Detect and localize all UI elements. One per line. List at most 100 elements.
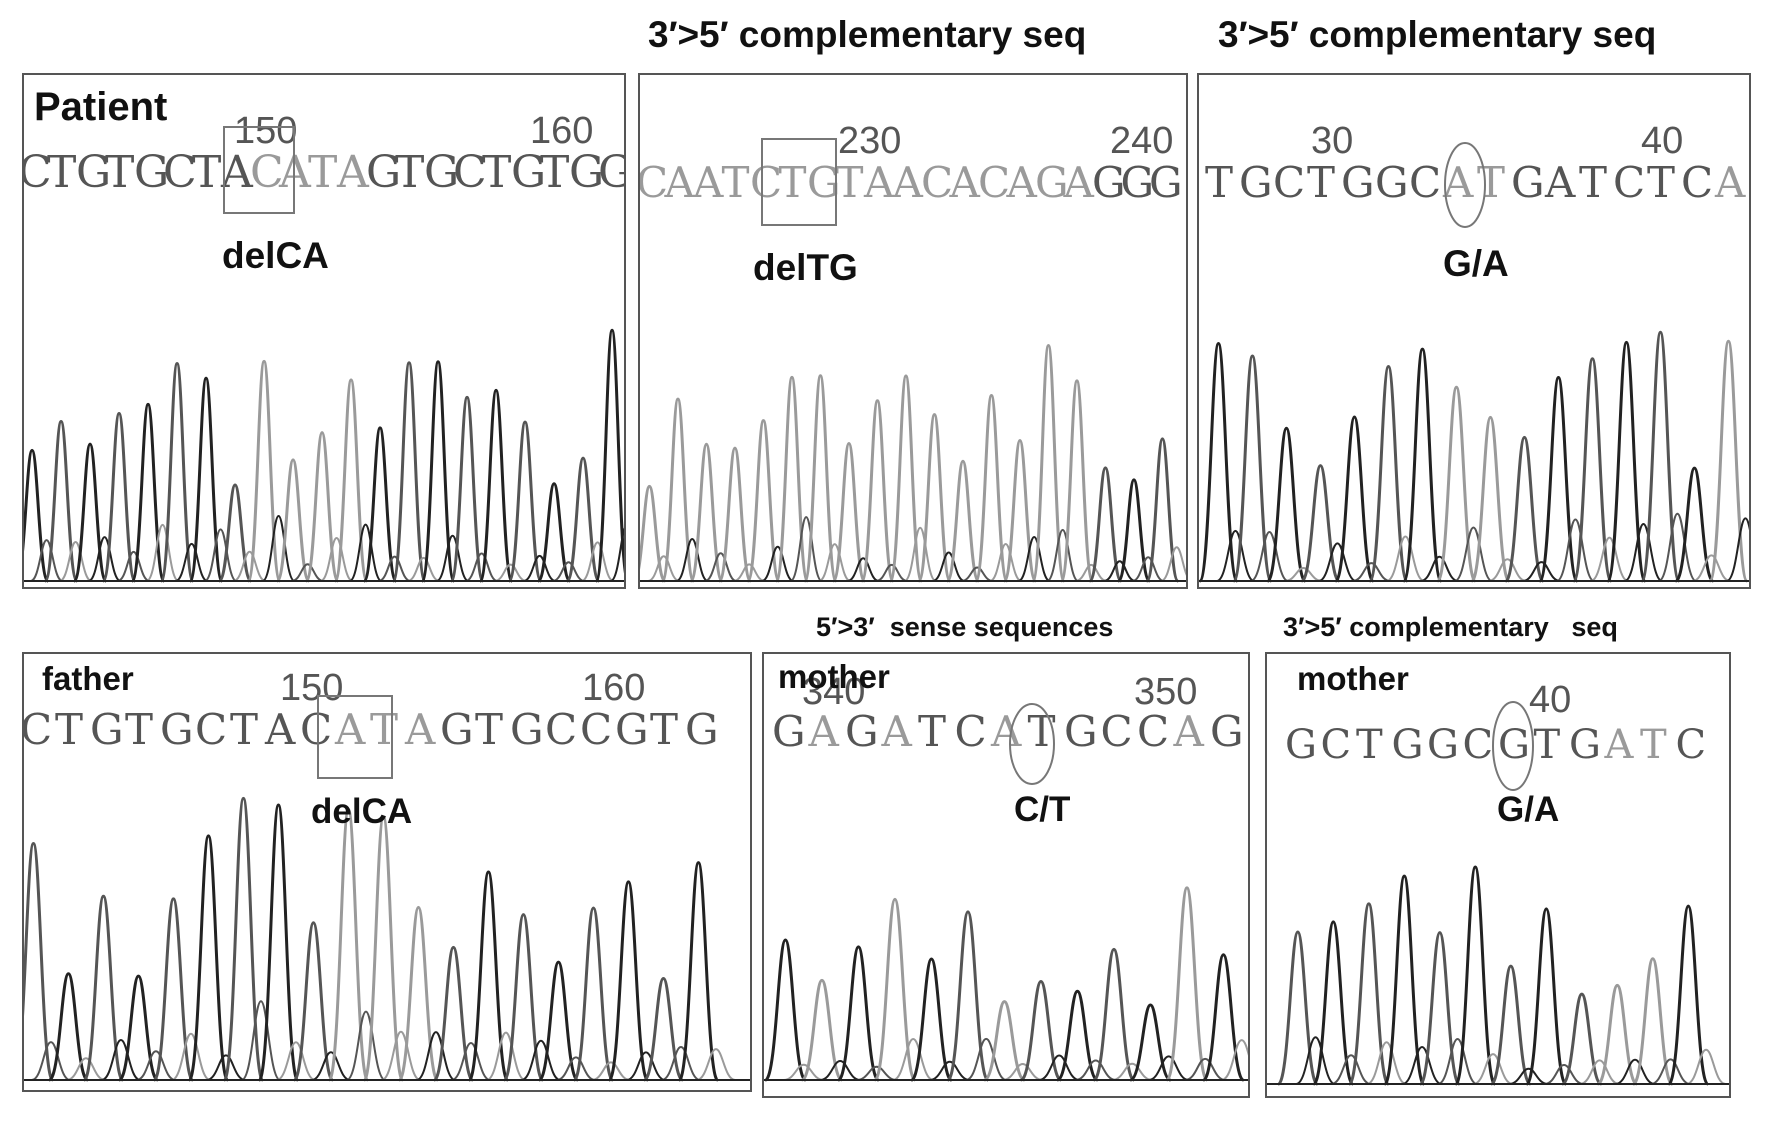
trace-peak [1092, 947, 1136, 1082]
trace-peak-minor [1160, 546, 1186, 582]
trace-peak [432, 945, 475, 1082]
base-letter: G [569, 147, 604, 198]
chromatogram-svg: 40G C T G G C G T G A T C [1267, 679, 1729, 1086]
position-number: 350 [1134, 671, 1197, 713]
base-letter: G [90, 705, 124, 754]
trace-peak-minor [31, 1041, 71, 1081]
trace-peak [764, 938, 807, 1082]
base-letter: C [1681, 158, 1713, 207]
trace-peak [1201, 953, 1245, 1082]
father-chromatogram-panel: 150 160 C T G T G C T A C A T A G T G C C G T G father delCA [22, 652, 752, 1092]
base-letter: T [308, 147, 337, 198]
trace-peak-minor [1221, 1039, 1248, 1081]
trace-peak [1056, 989, 1099, 1082]
base-letter: A [881, 707, 913, 756]
base-letter: T [105, 147, 134, 198]
mutation-box-marker [761, 138, 837, 226]
trace-peak [117, 974, 160, 1082]
trace-peak [1368, 365, 1409, 583]
trace-peak-minor [521, 1039, 561, 1081]
trace-peak [642, 976, 685, 1082]
trace-peak [1436, 385, 1477, 583]
trace-peak [1266, 426, 1307, 583]
trace-peak [1504, 435, 1545, 583]
trace-peak-minor [233, 550, 266, 582]
base-letter: G [366, 147, 401, 198]
trace-peak [101, 412, 137, 583]
base-letter: G [160, 705, 194, 754]
base-letter: G [424, 147, 459, 198]
panel-label: father [42, 660, 134, 697]
trace-peak-minor [451, 1041, 491, 1081]
trace-peak-minor [961, 566, 994, 582]
trace-peak [1708, 339, 1749, 583]
base-letter: A [664, 158, 696, 207]
trace-peak [1347, 902, 1390, 1086]
base-letter: A [949, 158, 981, 207]
trace-peak [873, 897, 917, 1082]
trace-peak-minor [320, 537, 354, 582]
trace-peak-minor [101, 1039, 141, 1081]
trace-peak-minor [1318, 542, 1357, 582]
trace-peak-minor [1579, 1059, 1620, 1085]
trace-peak [187, 834, 230, 1082]
trace-peak-minor [1017, 536, 1051, 582]
base-letter: T [1579, 158, 1607, 207]
base-letter: T [722, 158, 750, 207]
trace-peak-minor [88, 536, 122, 582]
trace-peak [640, 484, 667, 583]
base-letter: C [1101, 707, 1133, 756]
base-letter: C [453, 147, 487, 198]
base-letter: A [1173, 707, 1205, 756]
trace-peak-minor [626, 1051, 666, 1081]
trace-peak-minor [349, 523, 383, 582]
base-letter: A [336, 147, 370, 198]
trace-peak-minor [704, 552, 737, 582]
base-letter: T [47, 147, 76, 198]
base-letter: G [76, 147, 111, 198]
trace-peak [1470, 415, 1511, 583]
base-letter: A [1604, 722, 1635, 768]
trace-peak [1276, 930, 1319, 1086]
trace-peak-minor [1522, 561, 1561, 582]
mutation-label: delTG [753, 247, 858, 288]
position-number: 40 [1529, 679, 1571, 721]
trace-peak [292, 921, 335, 1082]
base-letter: G [1392, 722, 1424, 768]
trace-peak [1538, 375, 1579, 583]
trace-peak-minor [1038, 1054, 1080, 1081]
trace-peak [502, 913, 545, 1082]
trace-peak [1031, 343, 1066, 583]
trace-peak-minor [1216, 529, 1255, 582]
trace-peak [397, 905, 440, 1082]
base-letter: T [918, 707, 946, 756]
base-letter: T [1028, 707, 1056, 756]
trace-peak-minor [819, 1059, 861, 1081]
panel-label: Patient [34, 85, 168, 129]
trace-peak-minor [847, 557, 880, 582]
trace-peak-minor [1386, 535, 1425, 582]
trace-peak [800, 978, 844, 1082]
trace-peak-minor [146, 523, 180, 582]
heading-top-middle: 3′>5′ complementary seq [648, 14, 1087, 55]
trace-peak [537, 960, 580, 1082]
trace-peak-minor [1473, 1053, 1513, 1085]
trace-peak [257, 803, 300, 1082]
trace-peak [746, 419, 781, 583]
trace-peak [536, 482, 572, 583]
trace-peak [362, 815, 405, 1082]
trace-peak [420, 360, 456, 583]
trace-peak [836, 945, 880, 1082]
heading-bottom-right: 3′>5′ complementary seq [1283, 612, 1618, 642]
mutation-box-marker [317, 695, 393, 779]
base-letter: T [540, 147, 569, 198]
heading-top-right: 3′>5′ complementary seq [1218, 14, 1657, 55]
trace-peak-minor [1184, 1057, 1226, 1081]
base-letter: C [195, 705, 227, 754]
trace-peak [1674, 466, 1715, 583]
base-letter: G [1064, 707, 1098, 756]
trace-peak-minor [175, 542, 208, 582]
trace-peak-minor [1590, 536, 1629, 582]
trace-peak-minor [1284, 566, 1323, 582]
base-letter: A [404, 705, 436, 754]
